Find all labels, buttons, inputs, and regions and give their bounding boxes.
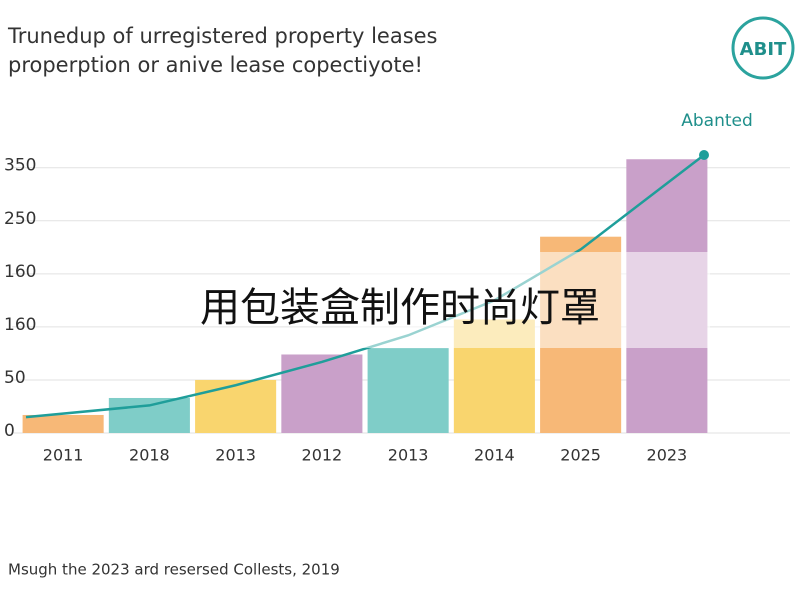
y-tick-label: 50: [4, 368, 26, 388]
x-tick-label: 2011: [43, 446, 84, 465]
x-tick-label: 2025: [560, 446, 601, 465]
watermark-band: [350, 252, 710, 348]
y-tick-label: 160: [4, 315, 36, 335]
footer: Msugh the 2023 ard resersed Collests, 20…: [8, 561, 340, 579]
bar: [195, 379, 277, 433]
bar: [367, 348, 449, 433]
y-tick-label: 0: [4, 421, 15, 441]
bar: [108, 397, 190, 433]
x-tick-label: 2014: [474, 446, 515, 465]
y-tick-label: 250: [4, 209, 36, 229]
annotation: Abanted: [681, 111, 753, 131]
bar: [281, 354, 363, 433]
x-tick-label: 2018: [129, 446, 170, 465]
chart-title: Trunedup of urregistered property leases: [7, 24, 438, 48]
x-tick-label: 2013: [388, 446, 429, 465]
end-point: [699, 150, 709, 160]
x-tick-label: 2012: [302, 446, 343, 465]
chart-subtitle: properption or anive lease copectiyote!: [8, 53, 423, 77]
logo-ring: [731, 16, 795, 80]
x-tick-label: 2013: [215, 446, 256, 465]
bar: [22, 414, 104, 433]
logo: ABIT: [740, 39, 787, 60]
x-tick-label: 2023: [647, 446, 688, 465]
y-tick-label: 350: [4, 156, 36, 176]
watermark: 用包装盒制作时尚灯罩: [200, 285, 600, 331]
y-tick-label: 160: [4, 262, 36, 282]
